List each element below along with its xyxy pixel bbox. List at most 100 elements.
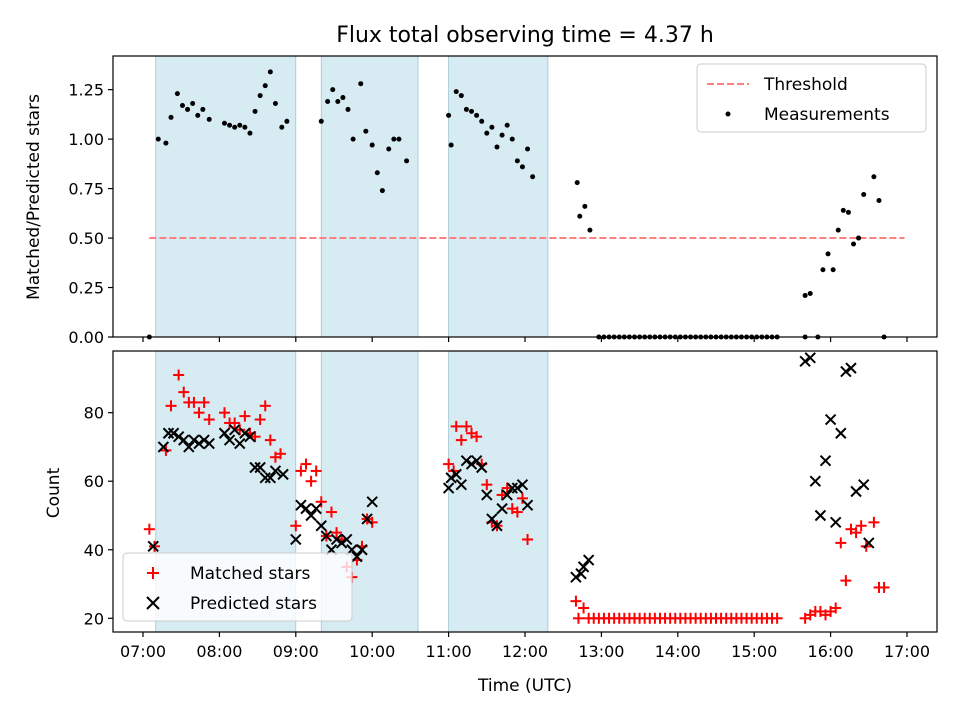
measurement-point xyxy=(514,158,520,164)
measurement-point xyxy=(530,174,536,180)
predicted-star-point xyxy=(223,434,236,446)
measurement-point xyxy=(335,99,341,105)
measurement-point xyxy=(163,140,169,146)
measurement-point xyxy=(179,102,185,108)
matched-star-point xyxy=(165,400,177,412)
predicted-star-point xyxy=(824,413,837,426)
predicted-star-point xyxy=(445,472,457,484)
measurement-point xyxy=(404,158,410,164)
predicted-stars-points xyxy=(147,352,875,583)
matched-star-point xyxy=(516,492,528,504)
measurement-point xyxy=(871,174,877,180)
measurement-point xyxy=(345,106,351,112)
measurement-point xyxy=(489,124,495,130)
legend-threshold-label: Threshold xyxy=(763,75,848,95)
predicted-star-point xyxy=(244,430,256,443)
measurement-point xyxy=(272,100,278,106)
legend-matched-label: Matched stars xyxy=(190,564,310,584)
predicted-star-point xyxy=(277,468,289,481)
predicted-star-point xyxy=(310,502,322,515)
predicted-star-point xyxy=(259,472,271,484)
predicted-star-point xyxy=(465,458,478,470)
x-tick-label: 08:00 xyxy=(196,642,242,661)
measurement-point xyxy=(582,203,588,209)
predicted-star-point xyxy=(506,482,518,494)
measurement-point xyxy=(252,108,258,114)
measurement-point xyxy=(227,122,233,128)
matched-star-point xyxy=(522,533,534,545)
matched-star-point xyxy=(830,602,842,614)
top-y-ticks: 0.00 0.25 0.50 0.75 1.00 1.25 xyxy=(68,81,113,347)
predicted-star-point xyxy=(470,454,483,467)
matched-star-point xyxy=(295,465,307,477)
predicted-star-point xyxy=(198,434,210,446)
measurement-point xyxy=(242,124,248,130)
y-tick-label: 0.75 xyxy=(68,180,104,199)
predicted-star-point xyxy=(351,550,363,563)
measurement-point xyxy=(206,116,212,122)
matched-star-point xyxy=(173,369,185,381)
top-legend-box xyxy=(696,63,927,133)
measurement-point xyxy=(876,197,882,203)
top-panel: 0.00 0.25 0.50 0.75 1.00 1.25 Flux total obse… xyxy=(24,23,938,347)
predicted-star-point xyxy=(804,352,816,364)
matched-star-point xyxy=(300,458,312,470)
measurement-point xyxy=(851,241,857,247)
predicted-star-point xyxy=(516,478,529,491)
predicted-star-point xyxy=(845,362,857,374)
matched-star-point xyxy=(325,506,337,518)
measurement-point xyxy=(318,118,324,124)
bottom-y-axis-label: Count xyxy=(44,467,64,518)
y-tick-label: 1.25 xyxy=(68,81,104,100)
predicted-star-point xyxy=(300,502,312,515)
y-tick-label: 0.50 xyxy=(68,229,104,248)
y-tick-label: 20 xyxy=(84,609,104,628)
measurement-point xyxy=(825,251,831,257)
matched-star-point xyxy=(305,475,317,487)
predicted-star-point xyxy=(814,509,827,522)
measurement-point xyxy=(474,112,480,118)
matched-star-point xyxy=(511,506,523,518)
predicted-star-point xyxy=(341,533,353,546)
measurement-point xyxy=(358,81,364,87)
measurement-point xyxy=(856,235,862,241)
matched-star-point xyxy=(850,527,862,539)
matched-star-point xyxy=(331,527,343,539)
predicted-star-point xyxy=(203,437,215,450)
measurement-point xyxy=(396,136,402,142)
matched-stars-points xyxy=(143,369,890,624)
measurement-point xyxy=(861,192,867,198)
matched-star-point xyxy=(572,612,584,624)
measurement-point xyxy=(363,128,369,134)
predicted-star-point xyxy=(582,554,595,566)
observing-window-band xyxy=(155,55,297,338)
x-tick-label: 12:00 xyxy=(502,642,548,661)
predicted-star-point xyxy=(162,427,175,439)
matched-star-point xyxy=(143,523,155,535)
predicted-star-point xyxy=(455,478,468,491)
top-observing-windows xyxy=(155,55,549,338)
predicted-star-point xyxy=(840,365,852,378)
predicted-star-point xyxy=(356,544,368,556)
bottom-legend: Matched stars Predicted stars xyxy=(122,552,353,622)
measurement-point xyxy=(469,108,475,114)
matched-star-point xyxy=(203,414,215,426)
measurement-point xyxy=(155,136,161,142)
y-tick-label: 0.00 xyxy=(68,328,104,347)
matched-star-point xyxy=(188,396,200,408)
measurement-point xyxy=(802,292,808,298)
predicted-star-point xyxy=(366,496,378,508)
measurement-point xyxy=(340,95,346,101)
measurement-point xyxy=(279,124,285,130)
legend-predicted-swatch xyxy=(146,596,160,610)
predicted-star-point xyxy=(521,499,534,511)
matched-star-point xyxy=(234,424,246,436)
predicted-star-point xyxy=(269,465,282,477)
measurement-point xyxy=(168,114,174,120)
measurement-point xyxy=(519,164,525,170)
predicted-star-point xyxy=(442,482,455,494)
predicted-star-point xyxy=(501,489,513,501)
y-tick-label: 1.00 xyxy=(68,130,104,149)
predicted-star-point xyxy=(799,355,811,367)
